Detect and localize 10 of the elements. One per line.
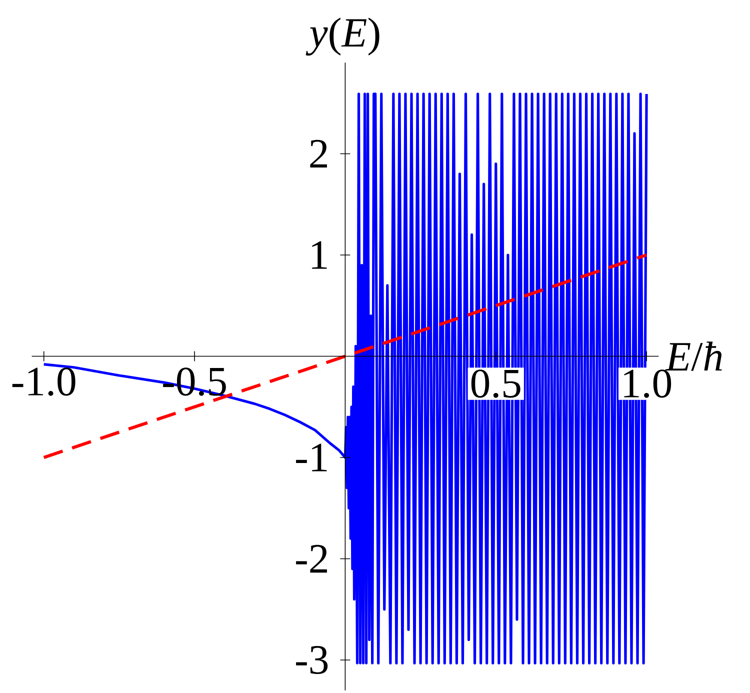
- y-tick-label: -3: [296, 646, 328, 674]
- x-tick-label: -1.0: [12, 367, 76, 396]
- x-tick-label: 0.5: [471, 369, 520, 398]
- y-tick-label: -1: [296, 444, 327, 472]
- y-axis-title: y(E): [306, 17, 380, 56]
- x-axis-title: E/ħ: [665, 341, 722, 371]
- y-tick-label: 2: [310, 140, 327, 168]
- y-tick-label: 1: [312, 241, 327, 269]
- x-tick-label: 1.0: [624, 369, 672, 398]
- y-tick-label: -2: [296, 544, 327, 572]
